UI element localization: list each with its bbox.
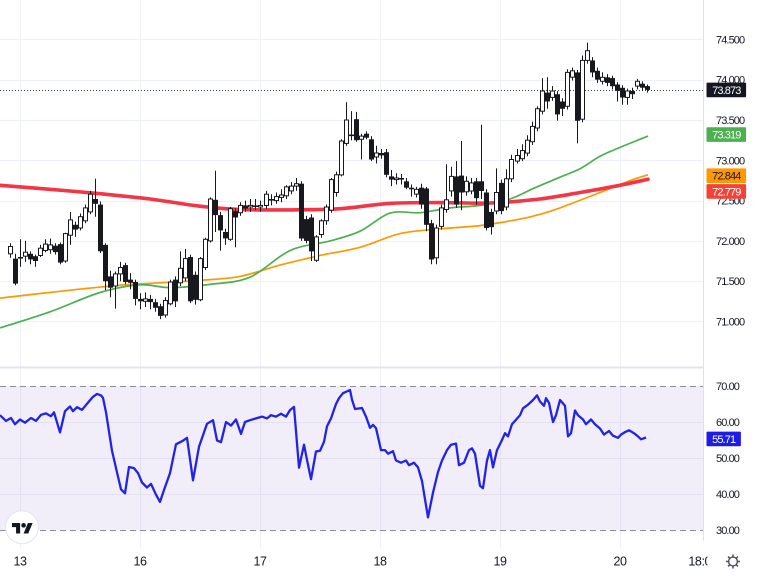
svg-text:73.873: 73.873	[712, 85, 741, 97]
svg-text:16: 16	[133, 555, 147, 569]
svg-text:40.00: 40.00	[716, 489, 740, 501]
svg-text:73.000: 73.000	[716, 155, 745, 167]
svg-text:18: 18	[373, 555, 387, 569]
svg-text:19: 19	[493, 555, 507, 569]
svg-text:17: 17	[253, 555, 267, 569]
svg-text:73.500: 73.500	[716, 115, 745, 127]
svg-text:72.844: 72.844	[712, 171, 741, 183]
svg-text:60.00: 60.00	[716, 417, 740, 429]
svg-text:70.00: 70.00	[716, 381, 740, 393]
svg-text:73.319: 73.319	[712, 130, 741, 142]
svg-text:55.71: 55.71	[712, 434, 736, 446]
svg-text:72.000: 72.000	[716, 236, 745, 248]
svg-text:71.000: 71.000	[716, 317, 745, 329]
svg-text:50.00: 50.00	[716, 453, 740, 465]
svg-text:74.500: 74.500	[716, 34, 745, 46]
svg-text:30.00: 30.00	[716, 525, 740, 537]
svg-text:71.500: 71.500	[716, 276, 745, 288]
svg-text:72.779: 72.779	[712, 186, 741, 198]
svg-text:20: 20	[613, 555, 627, 569]
svg-text:13: 13	[13, 555, 27, 569]
